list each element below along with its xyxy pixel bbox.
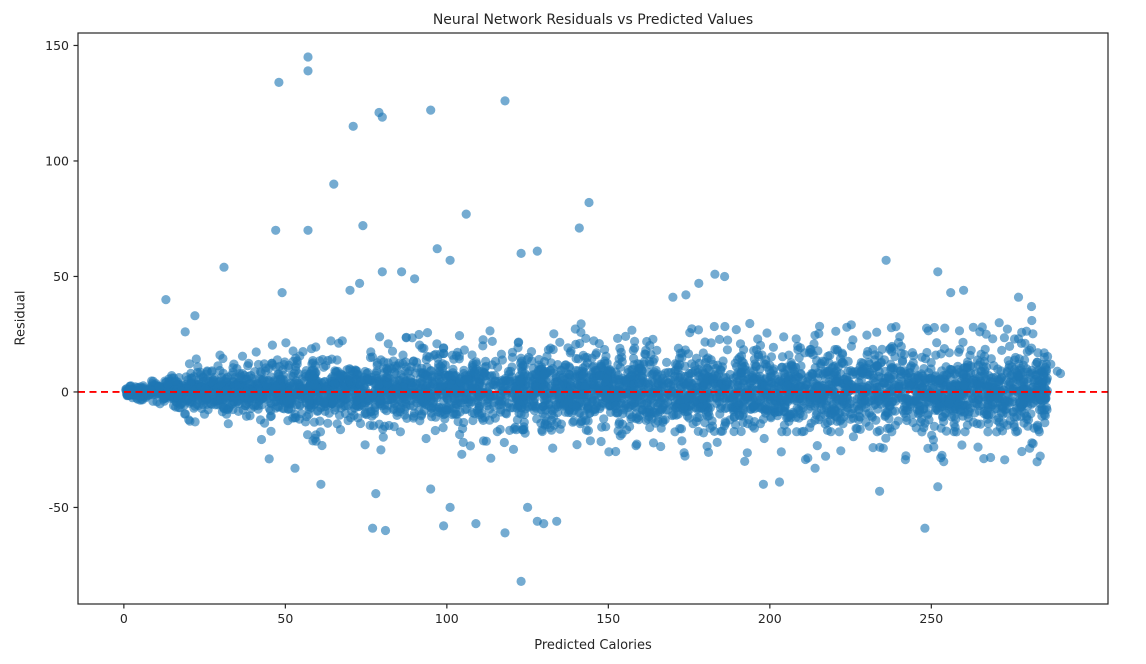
y-tick-label: 100	[45, 153, 69, 168]
y-tick-label: 150	[45, 38, 69, 53]
x-tick-label: 250	[919, 611, 943, 626]
x-axis-ticks: 0 50 100 150 200 250	[120, 604, 943, 626]
x-tick-label: 200	[758, 611, 782, 626]
x-tick-label: 0	[120, 611, 128, 626]
chart-title: Neural Network Residuals vs Predicted Va…	[432, 12, 754, 28]
y-tick-label: 0	[61, 384, 69, 399]
x-tick-label: 100	[435, 611, 459, 626]
x-tick-label: 50	[277, 611, 293, 626]
x-axis-label: Predicted Calories	[534, 638, 652, 653]
y-tick-label: -50	[49, 500, 69, 515]
plot-frame	[77, 32, 1109, 605]
scatter-points	[121, 52, 1066, 587]
y-tick-label: 50	[53, 269, 69, 284]
x-tick-label: 150	[596, 611, 620, 626]
y-axis-ticks: -50 0 50 100 150	[45, 38, 78, 515]
